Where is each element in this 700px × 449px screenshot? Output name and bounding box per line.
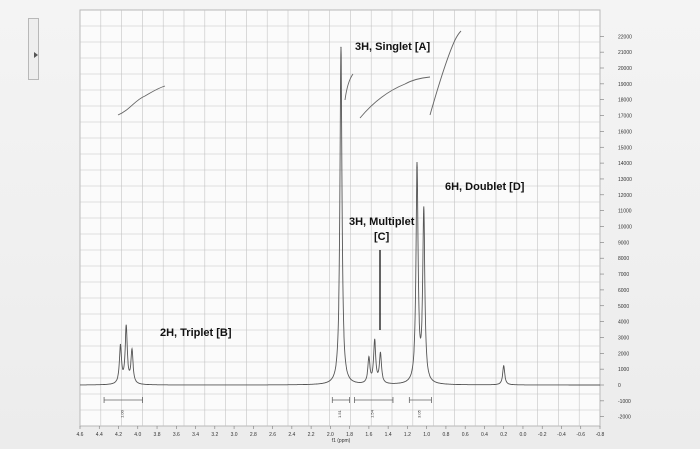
peak-point (423, 213, 425, 215)
y-tick-label: 21000 (618, 50, 632, 56)
x-tick-label: 0.8 (442, 432, 449, 438)
y-tick-label: 2000 (618, 351, 629, 357)
x-tick-label: 4.0 (134, 432, 141, 438)
x-tick-label: 3.4 (192, 432, 199, 438)
y-tick-label: 14000 (618, 161, 632, 167)
x-tick-label: 3.0 (231, 432, 238, 438)
annotation-triplet-b: 2H, Triplet [B] (160, 327, 232, 339)
x-tick-label: 2.0 (327, 432, 334, 438)
y-tick-label: 6000 (618, 288, 629, 294)
x-axis-ticks: 4.6 4.4 4.2 4.0 3.8 3.6 3.4 3.2 3.0 2.8 2.6 2.4 2.2 2… (77, 426, 605, 438)
peak-marks (119, 46, 505, 367)
peak-point (340, 46, 342, 48)
y-tick-label: -1000 (618, 399, 631, 405)
integral-value: 1.54 (370, 409, 375, 418)
integral-bars: 1.00 1.51 1.54 3.05 (103, 397, 432, 418)
y-tick-label: 0 (618, 383, 621, 389)
x-tick-label: 0.4 (481, 432, 488, 438)
integral-curve-2 (344, 73, 354, 101)
x-tick-label: 3.6 (173, 432, 180, 438)
peak-point (125, 327, 127, 329)
x-tick-label: 1.2 (404, 432, 411, 438)
peak-point (374, 341, 376, 343)
y-tick-label: 11000 (618, 209, 632, 215)
x-tick-label: 1.0 (423, 432, 430, 438)
x-tick-label: 1.8 (346, 432, 353, 438)
annotation-multiplet-c-tag: [C] (374, 231, 390, 243)
x-tick-label: 2.6 (269, 432, 276, 438)
page-side-tab (28, 18, 39, 80)
x-tick-label: 0.0 (519, 432, 526, 438)
side-tab-arrow-icon (34, 52, 38, 58)
x-tick-label: 0.6 (462, 432, 469, 438)
peak-point (368, 359, 370, 361)
peak-point (379, 354, 382, 356)
y-tick-label: 17000 (618, 114, 632, 120)
y-tick-label: 8000 (618, 256, 629, 262)
x-tick-label: 2.2 (308, 432, 315, 438)
y-tick-label: 1000 (618, 367, 629, 373)
x-tick-label: 4.4 (96, 432, 103, 438)
x-tick-label: 3.2 (211, 432, 218, 438)
y-tick-label: 19000 (618, 82, 632, 88)
x-axis-label: f1 (ppm) (332, 438, 351, 444)
y-tick-label: 22000 (618, 34, 632, 40)
x-tick-label: -0.4 (557, 432, 566, 438)
annotation-multiplet-c: 3H, Multiplet (349, 216, 415, 228)
y-tick-label: -2000 (618, 415, 631, 421)
peak-point (119, 346, 122, 348)
peak-point (503, 365, 505, 367)
y-tick-label: 4000 (618, 320, 629, 326)
integral-value: 3.05 (416, 409, 421, 418)
annotation-doublet-d: 6H, Doublet [D] (445, 181, 525, 193)
y-tick-label: 13000 (618, 177, 632, 183)
x-tick-label: 2.8 (250, 432, 257, 438)
y-tick-label: 10000 (618, 225, 632, 231)
integral-curves (117, 30, 462, 119)
y-tick-label: 15000 (618, 145, 632, 151)
integral-curve-1 (117, 85, 166, 116)
y-tick-label: 20000 (618, 66, 632, 72)
x-tick-label: 2.4 (288, 432, 295, 438)
peak-point (416, 167, 418, 169)
y-axis-ticks: -2000 -1000 0 1000 2000 3000 4000 5000 6000 7000 8… (600, 34, 632, 421)
annotation-singlet-a: 3H, Singlet [A] (355, 41, 431, 53)
y-tick-label: 7000 (618, 272, 629, 278)
x-tick-label: -0.2 (538, 432, 547, 438)
y-tick-label: 9000 (618, 240, 629, 246)
x-tick-label: 4.2 (115, 432, 122, 438)
x-tick-label: 4.6 (77, 432, 84, 438)
peak-point (131, 351, 133, 353)
y-tick-label: 16000 (618, 129, 632, 135)
x-tick-label: 3.8 (154, 432, 161, 438)
x-tick-label: -0.6 (576, 432, 585, 438)
integral-value: 1.00 (119, 409, 124, 418)
integral-value: 1.51 (337, 409, 342, 418)
x-tick-label: -0.8 (596, 432, 605, 438)
spectrum-line (80, 47, 600, 386)
y-tick-label: 5000 (618, 304, 629, 310)
x-tick-label: 0.2 (500, 432, 507, 438)
x-tick-label: 1.4 (385, 432, 392, 438)
y-tick-label: 18000 (618, 98, 632, 104)
x-tick-label: 1.6 (365, 432, 372, 438)
y-tick-label: 3000 (618, 335, 629, 341)
y-tick-label: 12000 (618, 193, 632, 199)
integral-curve-3 (359, 76, 431, 119)
integral-curve-4 (429, 30, 462, 116)
